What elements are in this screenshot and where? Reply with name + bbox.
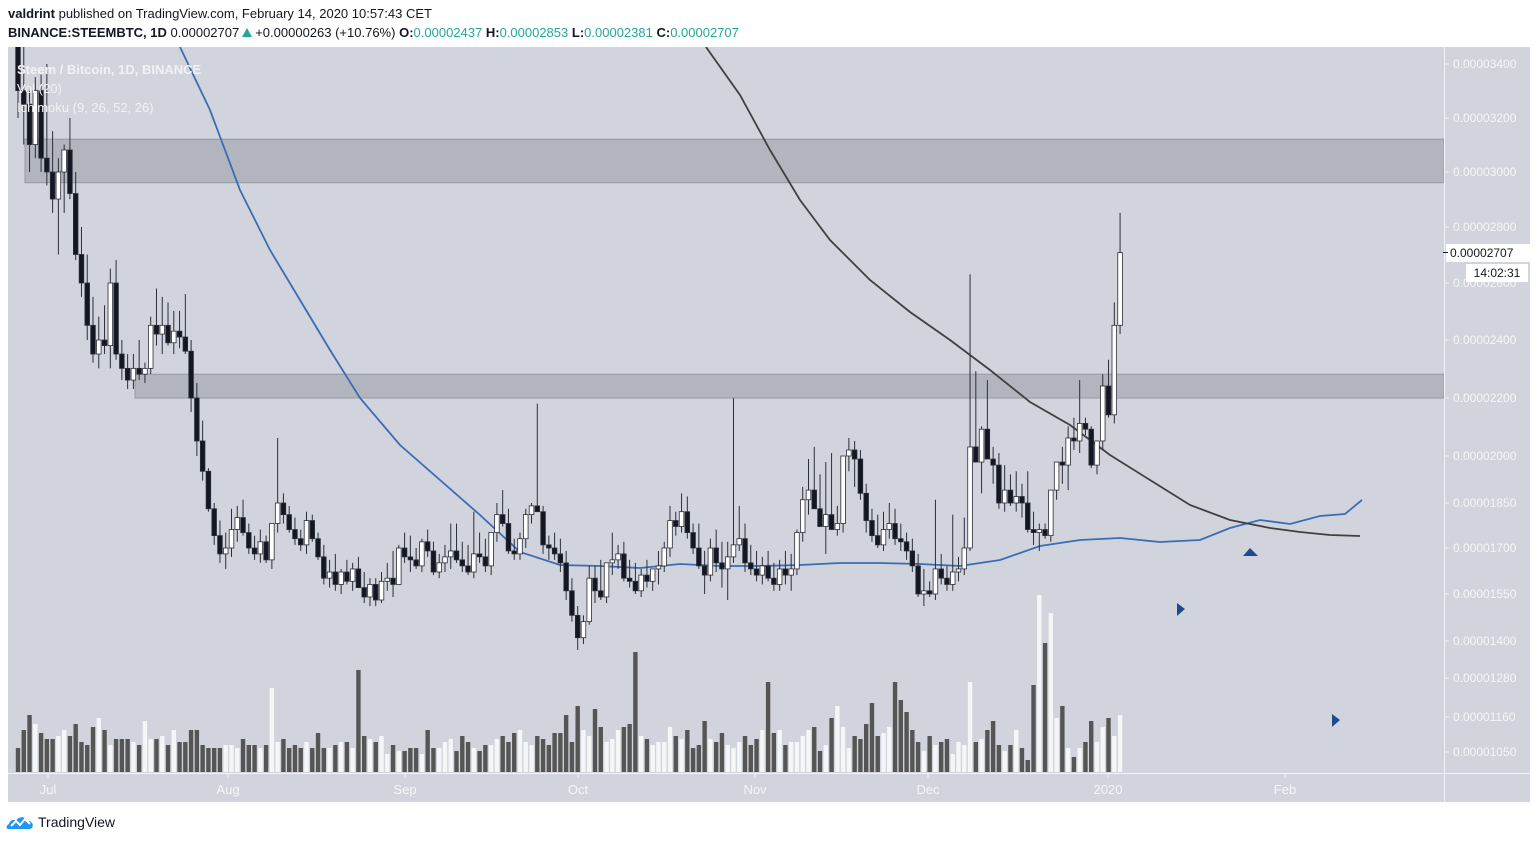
time-tick-label: Dec (916, 782, 940, 797)
marker-up-arrow-icon (1243, 548, 1258, 556)
symbol-label: BINANCE:STEEMBTC, 1D (8, 25, 167, 40)
price-tick-label: 0.00001050 (1453, 745, 1517, 759)
price-change: +0.00000263 (+10.76%) (255, 25, 396, 40)
time-tick-label: Jul (40, 782, 57, 797)
publish-info: valdrint published on TradingView.com, F… (8, 6, 432, 21)
low-value: 0.00002381 (584, 25, 653, 40)
time-axis[interactable] (8, 774, 1444, 802)
marker-right-arrow-icon (1332, 714, 1340, 727)
resistance-zone-upper[interactable] (24, 138, 1444, 184)
price-tick-label: 0.00003400 (1453, 57, 1517, 71)
close-value: 0.00002707 (670, 25, 739, 40)
author-name[interactable]: valdrint (8, 6, 55, 21)
symbol-ohlc-bar: BINANCE:STEEMBTC, 1D 0.00002707 +0.000002… (8, 25, 739, 40)
time-tick-label: Nov (743, 782, 767, 797)
high-label: H: (485, 25, 500, 40)
chart-legend: Steem / Bitcoin, 1D, BINANCE Vol (20) Ic… (17, 60, 201, 117)
tradingview-logo-icon (6, 817, 33, 829)
open-value: 0.00002437 (413, 25, 483, 40)
legend-ichimoku[interactable]: Ichimoku (9, 26, 52, 26) (17, 100, 154, 115)
marker-right-arrow-icon (1177, 603, 1185, 616)
dark-moving-average-line (705, 47, 1361, 537)
price-tick-label: 0.00001700 (1453, 541, 1517, 555)
price-tick-label: 0.00002400 (1453, 333, 1517, 347)
price-axis-labels: 0.00003400 0.00003200 0.00003000 0.00002800… (1444, 57, 1517, 759)
time-tick-label: Aug (216, 782, 239, 797)
price-tick-label: 0.00003200 (1453, 111, 1517, 125)
price-tick-label: 0.00001850 (1453, 496, 1517, 510)
price-tick-label: 0.00001400 (1453, 634, 1517, 648)
volume-bars (15, 595, 1123, 772)
time-tick-label: 2020 (1094, 782, 1123, 797)
tradingview-footer[interactable]: TradingView (6, 813, 115, 831)
time-tick-label: Oct (568, 782, 589, 797)
brand-name: TradingView (38, 814, 116, 830)
signal-markers (1177, 548, 1340, 727)
price-tick-label: 0.00003000 (1453, 165, 1517, 179)
price-tick-label: 0.00002800 (1453, 220, 1517, 234)
published-text: published on TradingView.com, February 1… (58, 6, 432, 21)
up-arrow-icon (242, 28, 253, 37)
price-tick-label: 0.00001550 (1453, 587, 1517, 601)
price-tick-label: 0.00001160 (1453, 710, 1516, 724)
time-tick-label: Feb (1274, 782, 1296, 797)
time-axis-labels: Jul Aug Sep Oct Nov Dec 2020 Feb (40, 774, 1296, 797)
price-tick-label: 0.00002000 (1453, 449, 1517, 463)
legend-title[interactable]: Steem / Bitcoin, 1D, BINANCE (17, 62, 202, 77)
price-axis[interactable] (1444, 47, 1530, 802)
candlesticks (15, 47, 1123, 650)
low-label: L: (571, 25, 585, 40)
price-tick-label: 0.00002200 (1453, 391, 1517, 405)
price-tick-label: 0.00001280 (1453, 671, 1517, 685)
bar-countdown: 14:02:31 (1466, 264, 1528, 282)
open-label: O: (399, 25, 414, 40)
time-tick-label: Sep (393, 782, 416, 797)
close-label: C: (656, 25, 671, 40)
high-value: 0.00002853 (499, 25, 569, 40)
legend-volume[interactable]: Vol (20) (17, 81, 62, 96)
support-resistance-zone-lower[interactable] (134, 373, 1444, 399)
last-price-tag: 0.00002707 (1443, 244, 1530, 262)
last-price: 0.00002707 (170, 25, 240, 40)
